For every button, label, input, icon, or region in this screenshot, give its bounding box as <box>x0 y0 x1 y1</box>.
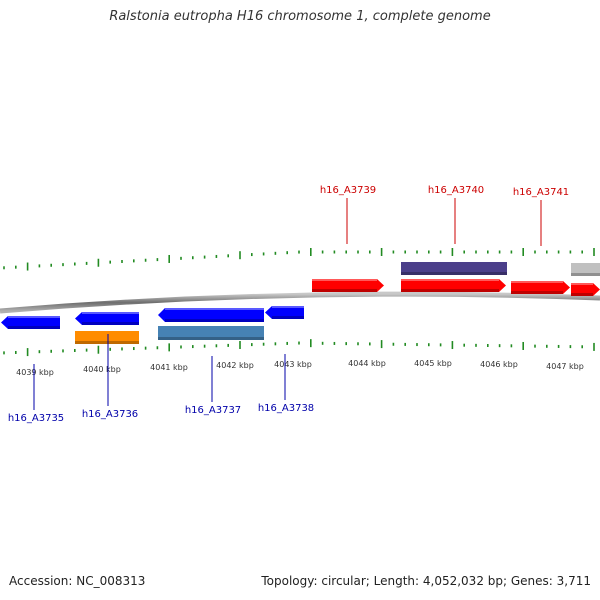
gene-arrow-body <box>571 283 600 296</box>
gene-arrow-body <box>75 312 139 325</box>
gene-label-text: h16_A3738 <box>258 403 314 414</box>
feature-bar-grey <box>571 263 600 276</box>
kbp-label: 4046 kbp <box>480 360 518 369</box>
gene-label-h16_A3740: h16_A3740 <box>428 185 484 244</box>
feature-bar-shadow <box>401 272 507 275</box>
kbp-label: 4040 kbp <box>83 365 121 374</box>
gene-label-h16_A3736: h16_A3736 <box>82 334 138 420</box>
kbp-label: 4044 kbp <box>348 359 386 368</box>
gene-label-layer: h16_A3735 h16_A3736 h16_A3737 h16_A3738 h16_… <box>8 185 569 424</box>
gene-label-h16_A3739: h16_A3739 <box>320 185 376 244</box>
outer-tick-track <box>3 248 595 271</box>
gene-arrow-shadow <box>82 322 139 325</box>
kbp-scale-labels: 4039 kbp 4040 kbp 4041 kbp 4042 kbp 4043 kbp… <box>16 359 584 377</box>
gene-arrow-highlight <box>571 283 593 285</box>
gene-arrow-h16_A3735 <box>1 316 60 329</box>
gene-arrow-highlight <box>401 279 499 281</box>
map-title: Ralstonia eutropha H16 chromosome 1, com… <box>109 9 491 24</box>
inner-tick-track <box>3 339 595 357</box>
gene-arrow-shadow <box>401 289 499 292</box>
feature-layer <box>1 262 600 344</box>
gene-arrow-h16_A3741 <box>511 281 570 294</box>
feature-bar-body <box>75 331 139 344</box>
gene-arrow-highlight <box>165 308 264 310</box>
topology-summary: Topology: circular; Length: 4,052,032 bp… <box>261 574 591 588</box>
gene-arrow-highlight <box>82 312 139 314</box>
kbp-label: 4041 kbp <box>150 363 188 372</box>
gene-label-text: h16_A3736 <box>82 409 138 420</box>
gene-arrow-highlight <box>272 306 304 308</box>
gene-label-h16_A3738: h16_A3738 <box>258 354 314 414</box>
gene-label-text: h16_A3735 <box>8 413 64 424</box>
gene-arrow-shadow <box>272 316 304 319</box>
gene-arrow-shadow <box>312 289 377 292</box>
gene-arrow-shadow <box>165 319 264 322</box>
gene-arrow-h16_A3740 <box>401 279 506 292</box>
feature-bar-body <box>571 263 600 276</box>
gene-label-text: h16_A3740 <box>428 185 484 196</box>
chromosome-backbone <box>0 291 600 314</box>
gene-arrow-highlight <box>511 281 563 283</box>
feature-bar-body <box>158 326 264 340</box>
gene-arrow-shadow <box>571 293 593 296</box>
gene-label-h16_A3735: h16_A3735 <box>8 364 64 424</box>
gene-arrow-shadow <box>8 326 60 329</box>
gene-arrow-body <box>265 306 304 319</box>
feature-bar-steelblue <box>158 326 264 340</box>
kbp-label: 4043 kbp <box>274 360 312 369</box>
gene-arrow-h16_A3736 <box>75 312 139 325</box>
gene-arrow-body <box>511 281 570 294</box>
feature-bar-purple <box>401 262 507 275</box>
kbp-label: 4047 kbp <box>546 362 584 371</box>
gene-arrow-forward-edge <box>571 283 600 296</box>
gene-arrow-body <box>1 316 60 329</box>
kbp-label: 4039 kbp <box>16 368 54 377</box>
feature-bar-shadow <box>158 337 264 340</box>
feature-bar-body <box>401 262 507 275</box>
gene-label-h16_A3737: h16_A3737 <box>185 356 241 416</box>
gene-label-text: h16_A3741 <box>513 187 569 198</box>
gene-arrow-h16_A3737 <box>158 308 264 322</box>
gene-label-h16_A3741: h16_A3741 <box>513 187 569 246</box>
gene-label-text: h16_A3739 <box>320 185 376 196</box>
gene-arrow-h16_A3739 <box>312 279 384 292</box>
feature-bar-orange <box>75 331 139 344</box>
accession-text: Accession: NC_008313 <box>9 574 146 588</box>
gene-arrow-h16_A3738 <box>265 306 304 319</box>
kbp-label: 4042 kbp <box>216 361 254 370</box>
gene-arrow-shadow <box>511 291 563 294</box>
gene-arrow-body <box>401 279 506 292</box>
gene-label-text: h16_A3737 <box>185 405 241 416</box>
gene-arrow-highlight <box>312 279 377 281</box>
gene-arrow-body <box>158 308 264 322</box>
feature-bar-shadow <box>571 273 600 276</box>
kbp-label: 4045 kbp <box>414 359 452 368</box>
gene-arrow-highlight <box>8 316 60 318</box>
gene-arrow-body <box>312 279 384 292</box>
feature-bar-shadow <box>75 341 139 344</box>
